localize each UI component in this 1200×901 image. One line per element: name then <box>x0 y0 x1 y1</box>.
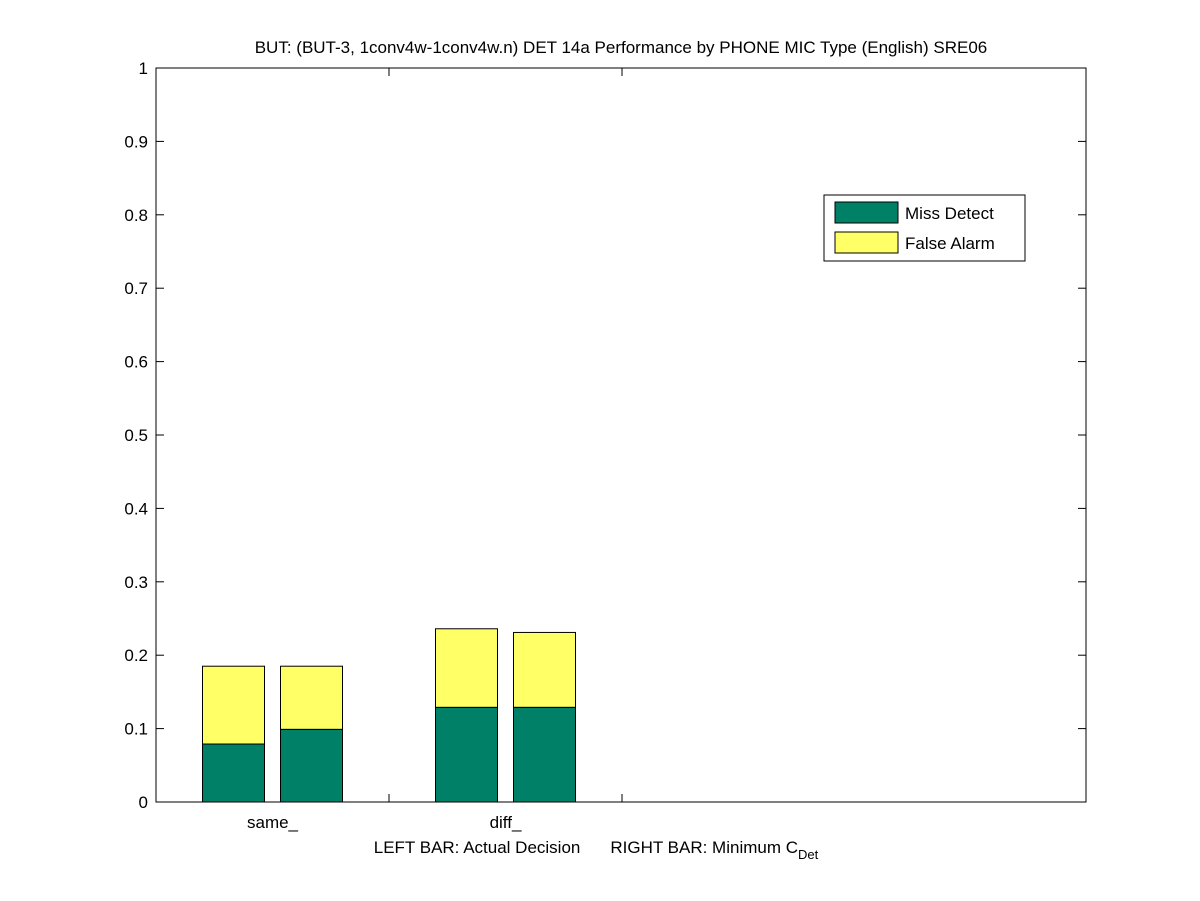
legend-label-false-alarm: False Alarm <box>905 234 995 253</box>
x-axis-label-left: LEFT BAR: Actual Decision <box>374 838 581 857</box>
y-tick-label: 0.2 <box>124 646 148 665</box>
y-tick-label: 0.8 <box>124 206 148 225</box>
y-tick-label: 0.6 <box>124 353 148 372</box>
bar-segment <box>513 631 576 708</box>
bar-segment <box>435 706 498 803</box>
bar-segment <box>280 665 343 730</box>
legend-swatch-false-alarm <box>834 231 899 254</box>
y-tick-label: 0.1 <box>124 720 148 739</box>
legend-swatch-miss-detect <box>834 201 899 224</box>
legend-label-miss-detect: Miss Detect <box>905 204 994 223</box>
x-axis-label-right: RIGHT BAR: Minimum C <box>610 838 798 857</box>
y-tick-label: 0 <box>139 793 148 812</box>
y-tick-label: 0.4 <box>124 499 148 518</box>
bar-segment <box>202 743 265 803</box>
x-tick-label: diff_ <box>490 813 522 832</box>
bar-segment <box>513 706 576 803</box>
y-tick-label: 0.9 <box>124 132 148 151</box>
x-tick-label: same_ <box>247 813 299 832</box>
x-axis-label-subscript: Det <box>798 847 819 862</box>
y-tick-label: 0.5 <box>124 426 148 445</box>
legend: Miss Detect False Alarm <box>823 194 1026 262</box>
bar-segment <box>280 728 343 803</box>
x-axis-ticks: same_ diff_ <box>247 68 623 832</box>
y-tick-label: 1 <box>139 59 148 78</box>
y-tick-label: 0.3 <box>124 573 148 592</box>
bar-segment <box>435 628 498 708</box>
y-tick-label: 0.7 <box>124 279 148 298</box>
chart-title: BUT: (BUT-3, 1conv4w-1conv4w.n) DET 14a … <box>255 38 988 57</box>
y-axis-ticks: 0 0.1 0.2 0.3 0.4 0.5 0.6 0.7 0.8 0.9 1 <box>124 59 1086 812</box>
bar-segment <box>202 665 265 745</box>
plot-frame <box>155 67 1087 803</box>
bars <box>202 628 576 803</box>
x-axis-label: LEFT BAR: Actual Decision RIGHT BAR: Mini… <box>374 838 819 862</box>
